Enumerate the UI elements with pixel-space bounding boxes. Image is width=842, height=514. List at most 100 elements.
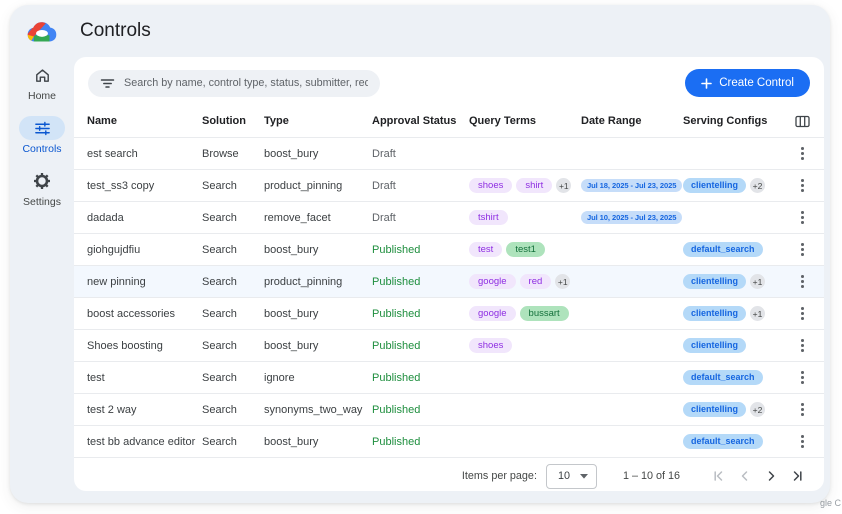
- more-count-badge: +1: [750, 274, 766, 289]
- date-range-pill: Jul 10, 2025 - Jul 23, 2025: [581, 210, 683, 225]
- cell-name: new pinning: [87, 275, 146, 288]
- cell-type: ignore: [264, 371, 295, 384]
- cell-serving-configs: clientelling: [683, 338, 795, 353]
- cell-date-range: Jul 10, 2025 - Jul 23, 2025: [581, 210, 683, 225]
- cell-name: giohgujdfiu: [87, 243, 141, 256]
- row-menu-button[interactable]: [795, 271, 810, 292]
- app-header: Controls: [10, 5, 830, 57]
- query-term-pill: tshirt: [469, 210, 508, 225]
- sidebar-item-label: Controls: [22, 143, 62, 155]
- cell-solution: Search: [202, 179, 237, 192]
- row-menu-button[interactable]: [795, 143, 810, 164]
- table-row[interactable]: new pinning Search product_pinning Publishe…: [74, 266, 824, 298]
- row-menu-button[interactable]: [795, 399, 810, 420]
- row-menu-button[interactable]: [795, 175, 810, 196]
- sidebar-item-label: Settings: [23, 196, 61, 208]
- column-header: Date Range: [581, 115, 642, 127]
- cell-name: Shoes boosting: [87, 339, 163, 352]
- row-menu-button[interactable]: [795, 303, 810, 324]
- create-control-label: Create Control: [719, 77, 794, 89]
- cell-type: product_pinning: [264, 179, 343, 192]
- serving-config-pill: clientelling: [683, 178, 747, 193]
- content-card: Create Control Name Solution Type Approval …: [74, 57, 824, 491]
- tune-icon: [19, 116, 65, 140]
- cell-query-terms: google red +1: [469, 274, 581, 289]
- query-term-pill: test1: [506, 242, 545, 257]
- row-menu-button[interactable]: [795, 239, 810, 260]
- sidebar-item-label: Home: [27, 90, 56, 102]
- table-row[interactable]: est search Browse boost_bury Draft: [74, 138, 824, 170]
- cell-name: dadada: [87, 211, 124, 224]
- cell-date-range: Jul 18, 2025 - Jul 23, 2025: [581, 178, 683, 193]
- cell-solution: Search: [202, 339, 237, 352]
- plus-icon: [701, 77, 713, 89]
- query-term-pill: shoes: [469, 338, 513, 353]
- cell-serving-configs: clientelling +2: [683, 178, 795, 193]
- cell-name: boost accessories: [87, 307, 176, 320]
- table-row[interactable]: test 2 way Search synonyms_two_way Publishe…: [74, 394, 824, 426]
- cell-name: test bb advance editor: [87, 435, 196, 448]
- first-page-button[interactable]: [706, 470, 732, 482]
- row-menu-button[interactable]: [795, 367, 810, 388]
- column-picker-button[interactable]: [795, 115, 824, 128]
- query-term-pill: google: [469, 306, 516, 321]
- query-term-pill: test: [469, 242, 503, 257]
- last-page-button[interactable]: [784, 470, 810, 482]
- cell-serving-configs: default_search: [683, 434, 795, 449]
- background-watermark: gle C: [819, 498, 841, 508]
- table-row[interactable]: test Search ignore Published default_search: [74, 362, 824, 394]
- status-label: Published: [372, 275, 421, 288]
- row-menu-button[interactable]: [795, 335, 810, 356]
- more-count-badge: +1: [750, 306, 766, 321]
- sidebar-item-home[interactable]: Home: [19, 63, 65, 102]
- serving-config-pill: clientelling: [683, 306, 747, 321]
- status-label: Published: [372, 371, 421, 384]
- query-term-pill: shoes: [469, 178, 513, 193]
- toolbar: Create Control: [74, 57, 824, 105]
- status-label: Published: [372, 435, 421, 448]
- gear-icon: [19, 169, 65, 193]
- cell-serving-configs: default_search: [683, 242, 795, 257]
- search-bar: [88, 69, 380, 97]
- cell-query-terms: google bussart: [469, 306, 581, 321]
- table-row[interactable]: test bb advance editor Search boost_bury Pu…: [74, 426, 824, 458]
- last-page-icon: [793, 471, 802, 481]
- cell-serving-configs: default_search: [683, 370, 795, 385]
- status-label: Published: [372, 243, 421, 256]
- column-header: Type: [264, 115, 289, 127]
- row-menu-button[interactable]: [795, 431, 810, 452]
- google-cloud-logo: [10, 20, 74, 43]
- cell-solution: Search: [202, 371, 237, 384]
- cell-serving-configs: clientelling +1: [683, 274, 795, 289]
- cell-type: boost_bury: [264, 147, 319, 160]
- chevron-right-icon: [768, 471, 775, 481]
- query-term-pill: red: [519, 274, 552, 289]
- search-input[interactable]: [124, 77, 368, 89]
- cell-type: boost_bury: [264, 243, 319, 256]
- row-menu-button[interactable]: [795, 207, 810, 228]
- table-row[interactable]: boost accessories Search boost_bury Publish…: [74, 298, 824, 330]
- serving-config-pill: clientelling: [683, 274, 747, 289]
- create-control-button[interactable]: Create Control: [685, 69, 810, 97]
- page-size-select[interactable]: 10: [545, 463, 597, 489]
- cell-name: test_ss3 copy: [87, 179, 155, 192]
- table-row[interactable]: dadada Search remove_facet Draft tshirt Jul 1…: [74, 202, 824, 234]
- column-header: Name: [87, 115, 117, 127]
- table-row[interactable]: test_ss3 copy Search product_pinning Draft s…: [74, 170, 824, 202]
- table-row[interactable]: giohgujdfiu Search boost_bury Published test…: [74, 234, 824, 266]
- filter-icon: [100, 78, 115, 88]
- sidebar-item-controls[interactable]: Controls: [19, 116, 65, 155]
- sidebar: Home Controls Settings: [10, 63, 74, 222]
- page-size-value: 10: [557, 470, 570, 482]
- table-row[interactable]: Shoes boosting Search boost_bury Published s…: [74, 330, 824, 362]
- page-title: Controls: [80, 20, 151, 41]
- cell-solution: Search: [202, 211, 237, 224]
- cell-type: boost_bury: [264, 435, 319, 448]
- cell-solution: Search: [202, 307, 237, 320]
- table-header: Name Solution Type Approval Status Query Ter…: [74, 105, 824, 138]
- next-page-button[interactable]: [758, 470, 784, 482]
- sidebar-item-settings[interactable]: Settings: [19, 169, 65, 208]
- caret-down-icon: [579, 473, 588, 479]
- previous-page-button[interactable]: [732, 470, 758, 482]
- column-header: Solution: [202, 115, 246, 127]
